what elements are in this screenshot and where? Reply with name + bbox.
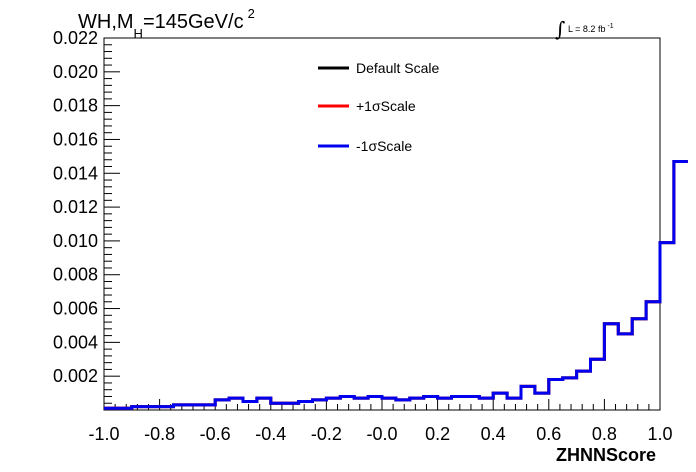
- y-tick-label: 0.002: [53, 366, 98, 386]
- title-prefix: WH,M: [78, 11, 134, 33]
- y-tick-labels: 0.002 0.004 0.006 0.008 0.010 0.012 0.014 0.016…: [53, 28, 98, 386]
- legend-label-minus-sigma: -1σScale: [356, 138, 412, 154]
- lumi-text: L = 8.2 fb: [568, 24, 605, 34]
- title-subscript: H: [134, 26, 143, 41]
- x-tick-label: 0.2: [425, 424, 450, 444]
- y-tick-label: 0.020: [53, 62, 98, 82]
- x-tick-labels: -1.0 -0.8 -0.6 -0.4 -0.2 -0.0 0.2 0.4 0.6 0.8 1.0: [88, 424, 672, 444]
- y-tick-label: 0.018: [53, 96, 98, 116]
- x-tick-label: -0.8: [144, 424, 175, 444]
- chart-title: WH,MH=145GeV/c 2: [78, 6, 255, 41]
- y-tick-label: 0.004: [53, 332, 98, 352]
- x-tick-label: 1.0: [647, 424, 672, 444]
- legend: Default Scale +1σScale -1σScale: [318, 60, 439, 154]
- axis-ticks: [103, 37, 661, 411]
- title-value: =145GeV/c: [143, 11, 244, 33]
- lumi-integral-icon: ∫: [555, 17, 565, 41]
- y-tick-label: 0.006: [53, 299, 98, 319]
- series-minus-sigma: [104, 159, 688, 410]
- x-tick-label: -0.6: [200, 424, 231, 444]
- x-tick-label: -0.2: [311, 424, 342, 444]
- y-tick-label: 0.008: [53, 265, 98, 285]
- y-tick-label: 0.014: [53, 163, 98, 183]
- lumi-superscript: -1: [607, 23, 613, 30]
- y-tick-label: 0.016: [53, 129, 98, 149]
- x-tick-label: -0.4: [255, 424, 286, 444]
- x-tick-label: 0.4: [481, 424, 506, 444]
- series-default-scale: [104, 159, 688, 410]
- x-tick-label: 0.6: [536, 424, 561, 444]
- y-tick-label: 0.012: [53, 197, 98, 217]
- x-axis-label: ZHNNScore: [556, 445, 656, 465]
- y-tick-label: 0.010: [53, 231, 98, 251]
- x-tick-label: -1.0: [88, 424, 119, 444]
- title-superscript: 2: [248, 6, 255, 21]
- histogram-series: [104, 159, 688, 410]
- series-plus-sigma: [104, 159, 688, 410]
- plot-frame: [103, 37, 661, 411]
- legend-label-default-scale: Default Scale: [356, 60, 439, 76]
- x-tick-label: -0.0: [366, 424, 397, 444]
- lumi-label: L = 8.2 fb -1: [568, 23, 614, 34]
- x-tick-label: 0.8: [592, 424, 617, 444]
- legend-label-plus-sigma: +1σScale: [356, 98, 416, 114]
- y-tick-label: 0.022: [53, 28, 98, 48]
